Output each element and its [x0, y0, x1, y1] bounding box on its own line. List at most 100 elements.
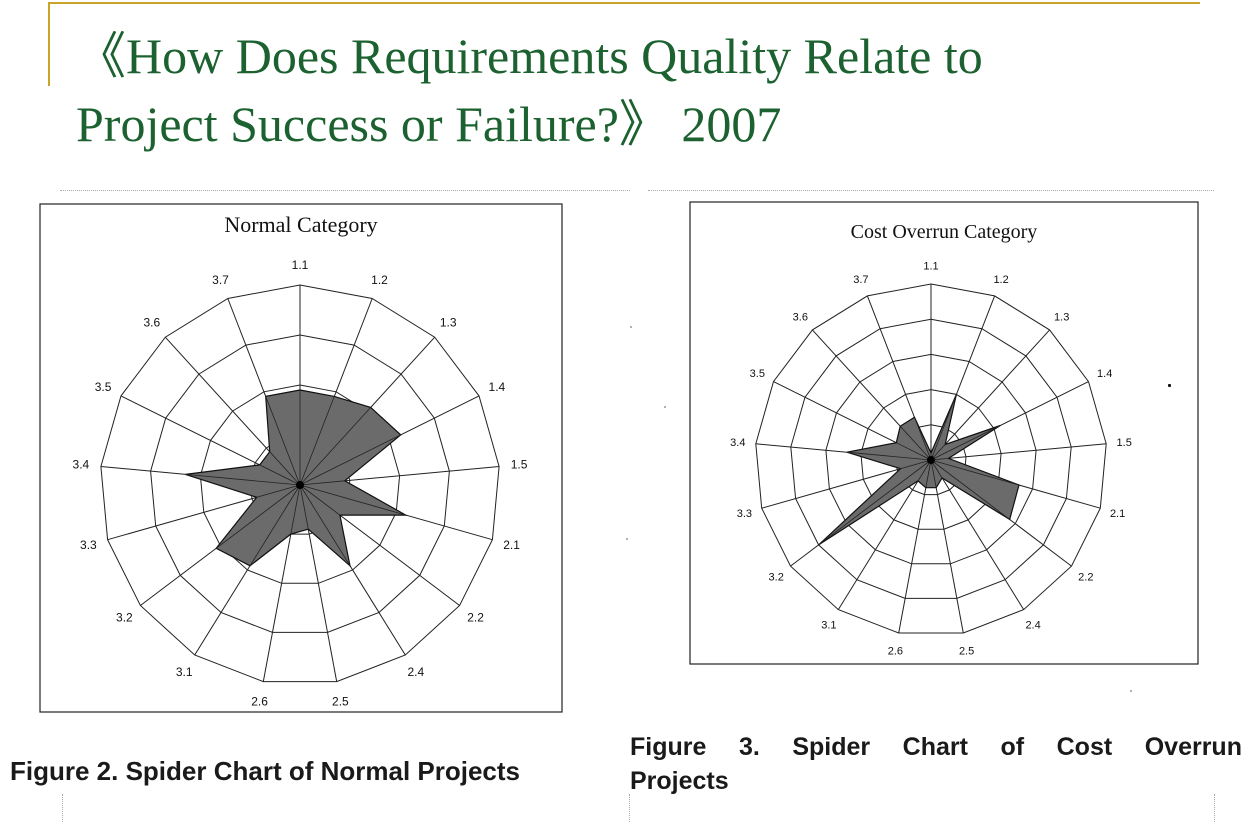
divider-dotted — [629, 794, 630, 822]
divider-dotted — [1214, 794, 1215, 822]
data-spoke — [299, 484, 406, 516]
data-spoke — [930, 459, 1020, 486]
axis-label: 3.2 — [116, 611, 133, 625]
data-spoke — [259, 464, 301, 486]
data-spoke — [900, 459, 932, 470]
data-spoke — [930, 425, 1001, 461]
grid-spoke — [930, 459, 964, 634]
axis-label: 1.4 — [1097, 368, 1112, 380]
slide-title-line-2: Project Success or Failure?》 2007 — [76, 96, 782, 152]
grid-spoke — [930, 443, 1107, 461]
divider-dotted — [648, 190, 1214, 191]
chart-title: Cost Overrun Category — [851, 221, 1038, 243]
chart-title: Normal Category — [224, 212, 377, 237]
data-spoke — [930, 459, 937, 488]
figure-3-caption-word: Overrun — [1144, 733, 1242, 761]
axis-label: 1.5 — [1117, 437, 1132, 449]
data-spoke — [299, 480, 345, 486]
axis-label: 3.5 — [95, 380, 112, 394]
axis-label: 2.6 — [251, 694, 268, 708]
grid-ring — [755, 283, 1107, 634]
data-spoke — [299, 484, 341, 516]
data-series-polygon — [185, 389, 409, 568]
axis-label: 3.5 — [750, 368, 765, 380]
title-accent-rule-vertical — [48, 2, 50, 86]
slide-title-line-1: 《How Does Requirements Quality Relate to — [76, 28, 983, 84]
axis-label: 3.2 — [769, 572, 784, 584]
axis-label: 2.5 — [959, 645, 974, 657]
grid-spoke — [930, 459, 1025, 610]
axis-label: 1.3 — [440, 315, 457, 329]
axis-label: 2.5 — [332, 694, 349, 708]
scan-speck — [1168, 384, 1171, 387]
scan-speck — [1130, 690, 1132, 692]
axis-label: 2.4 — [1025, 620, 1040, 632]
axis-label: 3.7 — [212, 273, 229, 287]
normal-category-chart: Normal Category 1.1 1.2 1.3 1.4 1.5 2.1 2.2 2.4 2… — [39, 203, 563, 713]
axis-label: 1.2 — [993, 274, 1008, 286]
axis-label: 1.3 — [1054, 311, 1069, 323]
data-spoke — [215, 484, 301, 549]
scan-speck — [630, 326, 632, 328]
axis-label: 3.4 — [73, 458, 90, 472]
axis-label: 1.1 — [292, 258, 309, 272]
divider-dotted — [60, 190, 630, 191]
figure-3-caption-line-1: Figure 3. Spider Chart of Cost Overrun — [630, 730, 1242, 764]
data-spoke — [896, 442, 932, 461]
divider-dotted — [62, 794, 63, 822]
data-spoke — [925, 459, 932, 488]
figure-3-caption-word: Spider — [792, 733, 871, 761]
axis-label: 3.1 — [821, 620, 836, 632]
axis-label: 2.2 — [1078, 572, 1093, 584]
grid-spoke — [837, 459, 932, 610]
grid-spoke — [930, 329, 1050, 461]
figure-3-caption-word: 3. — [738, 733, 760, 761]
center-point — [927, 456, 935, 464]
grid-ring — [825, 353, 1037, 565]
axis-label: 3.1 — [176, 665, 193, 679]
grid-spoke — [898, 459, 932, 634]
figure-3-caption-word: Cost — [1056, 733, 1113, 761]
data-spoke — [930, 459, 1010, 520]
title-accent-rule — [48, 2, 1200, 4]
axis-label: 3.3 — [737, 508, 752, 520]
axis-label: 3.6 — [143, 315, 160, 329]
data-spoke — [299, 484, 309, 530]
data-spoke — [185, 474, 301, 486]
data-spoke — [917, 459, 932, 482]
axis-label: 2.4 — [407, 665, 424, 679]
axis-label: 2.6 — [888, 645, 903, 657]
grid-ring — [790, 318, 1072, 599]
data-spoke — [265, 396, 301, 486]
data-spoke — [299, 434, 401, 486]
data-spoke — [846, 451, 932, 461]
data-spoke — [249, 484, 301, 567]
axis-label: 3.3 — [80, 538, 97, 552]
axis-label: 2.1 — [1110, 508, 1125, 520]
data-spoke — [299, 396, 335, 486]
slide-title: 《How Does Requirements Quality Relate to… — [76, 22, 1206, 158]
grid-ring — [100, 284, 500, 683]
data-spoke — [818, 459, 932, 546]
data-spoke — [299, 484, 351, 567]
figure-3-caption-line-2: Projects — [630, 767, 729, 795]
cost-overrun-category-chart: Cost Overrun Category 1.1 1.2 1.3 1.4 1.5 2.1 2… — [689, 201, 1199, 665]
axis-label: 1.5 — [511, 458, 528, 472]
data-spoke — [299, 407, 371, 486]
figure-3-caption-word: Figure — [630, 733, 707, 761]
axis-label: 1.1 — [923, 261, 938, 273]
scan-speck — [626, 538, 628, 540]
data-spoke — [930, 394, 957, 461]
axis-label: 1.2 — [371, 273, 388, 287]
data-spoke — [899, 425, 932, 461]
axis-label: 2.2 — [467, 611, 484, 625]
figure-3-caption-word: of — [1000, 733, 1025, 761]
axis-label: 2.1 — [503, 538, 520, 552]
figure-2-caption: Figure 2. Spider Chart of Normal Project… — [10, 756, 520, 786]
data-spoke — [256, 484, 301, 498]
center-point — [296, 481, 304, 489]
axis-label: 3.4 — [730, 437, 745, 449]
axis-label: 3.6 — [793, 311, 808, 323]
scan-speck — [664, 406, 666, 408]
